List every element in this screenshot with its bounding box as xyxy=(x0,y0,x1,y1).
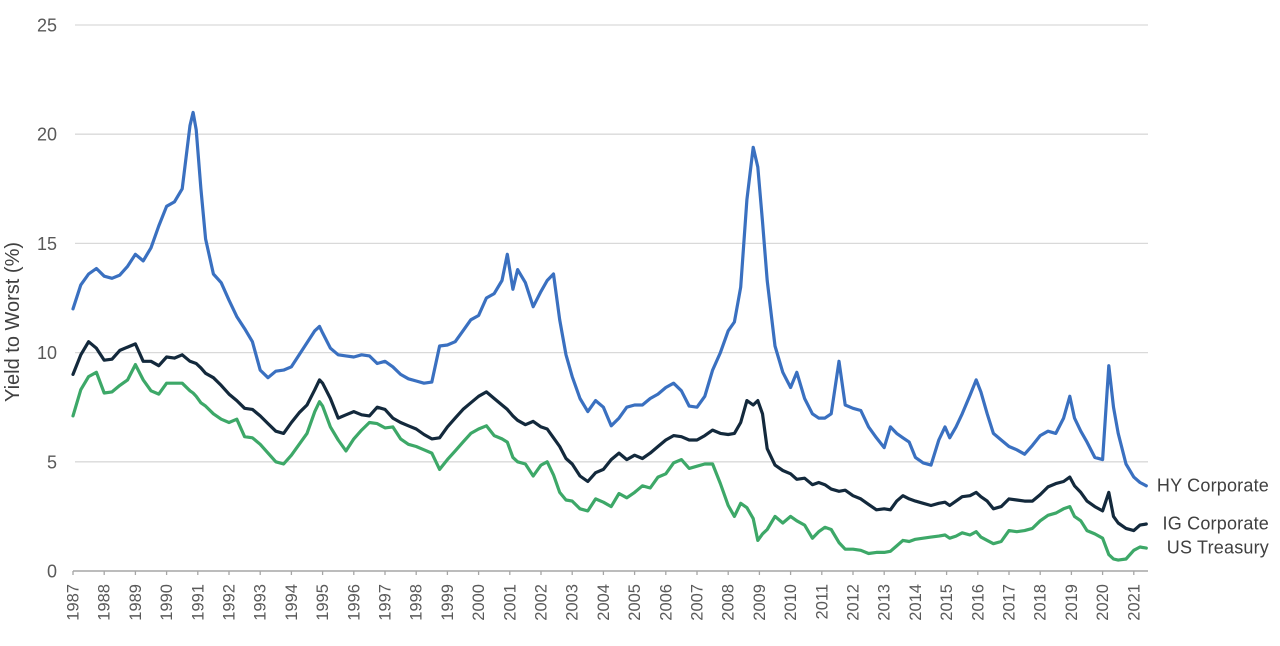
y-axis-tick-label: 25 xyxy=(37,16,57,36)
x-axis-tick-label: 2000 xyxy=(470,584,488,621)
y-axis-tick-label: 10 xyxy=(37,343,57,363)
x-axis-tick-label: 1996 xyxy=(345,584,363,621)
series-label-ig-corporate: IG Corporate xyxy=(1162,513,1269,534)
x-axis-tick-label: 2018 xyxy=(1032,584,1050,621)
x-axis-tick-label: 1987 xyxy=(65,584,83,621)
us-treasury-line xyxy=(71,363,1148,562)
x-axis-tick-label: 2021 xyxy=(1125,584,1143,621)
hy-corporate-line xyxy=(71,110,1148,488)
x-axis-tick-label: 2020 xyxy=(1094,584,1112,621)
x-axis-tick-label: 1998 xyxy=(408,584,426,621)
x-axis-tick-label: 2008 xyxy=(720,584,738,621)
series-label-us-treasury: US Treasury xyxy=(1166,537,1269,558)
x-axis-tick-label: 2006 xyxy=(657,584,675,621)
x-axis-tick-label: 1990 xyxy=(158,584,176,621)
x-axis-tick-label: 2017 xyxy=(1001,584,1019,621)
y-axis-tick-label: 0 xyxy=(47,562,57,582)
x-axis-tick-label: 2019 xyxy=(1063,584,1081,621)
x-axis-tick-label: 2010 xyxy=(782,584,800,621)
x-axis-tick-label: 2016 xyxy=(969,584,987,621)
x-axis-tick-label: 2011 xyxy=(813,584,831,619)
x-axis-tick-label: 2012 xyxy=(845,584,863,621)
x-axis-tick-label: 2001 xyxy=(501,584,519,621)
x-axis-tick-label: 2013 xyxy=(876,584,894,621)
y-axis-title: Yield to Worst (%) xyxy=(2,242,24,402)
x-axis-tick-label: 2005 xyxy=(626,584,644,621)
x-axis-tick-label: 2007 xyxy=(689,584,707,621)
x-axis-tick-label: 2014 xyxy=(907,584,925,621)
x-axis-tick-label: 2004 xyxy=(595,584,613,621)
ig-corporate-line xyxy=(71,340,1148,533)
y-axis-tick-label: 20 xyxy=(37,125,57,145)
x-axis-tick-label: 2015 xyxy=(938,584,956,621)
x-axis-tick-label: 1992 xyxy=(221,584,239,621)
x-axis-tick-label: 2002 xyxy=(533,584,551,621)
x-axis-tick-label: 1993 xyxy=(252,584,270,621)
x-axis-tick-label: 1995 xyxy=(314,584,332,621)
x-axis-tick-label: 2003 xyxy=(564,584,582,621)
x-axis-tick-label: 1997 xyxy=(377,584,395,621)
x-axis-tick-label: 1988 xyxy=(96,584,114,621)
y-axis-tick-label: 5 xyxy=(47,452,57,472)
x-axis-tick-label: 1989 xyxy=(127,584,145,621)
y-axis-tick-label: 15 xyxy=(37,234,57,254)
series-label-hy-corporate: HY Corporate xyxy=(1156,475,1269,496)
x-axis-tick-label: 1994 xyxy=(283,584,301,621)
x-axis-tick-label: 1999 xyxy=(439,584,457,621)
x-axis-tick-label: 1991 xyxy=(189,584,207,621)
x-axis-tick-label: 2009 xyxy=(751,584,769,621)
